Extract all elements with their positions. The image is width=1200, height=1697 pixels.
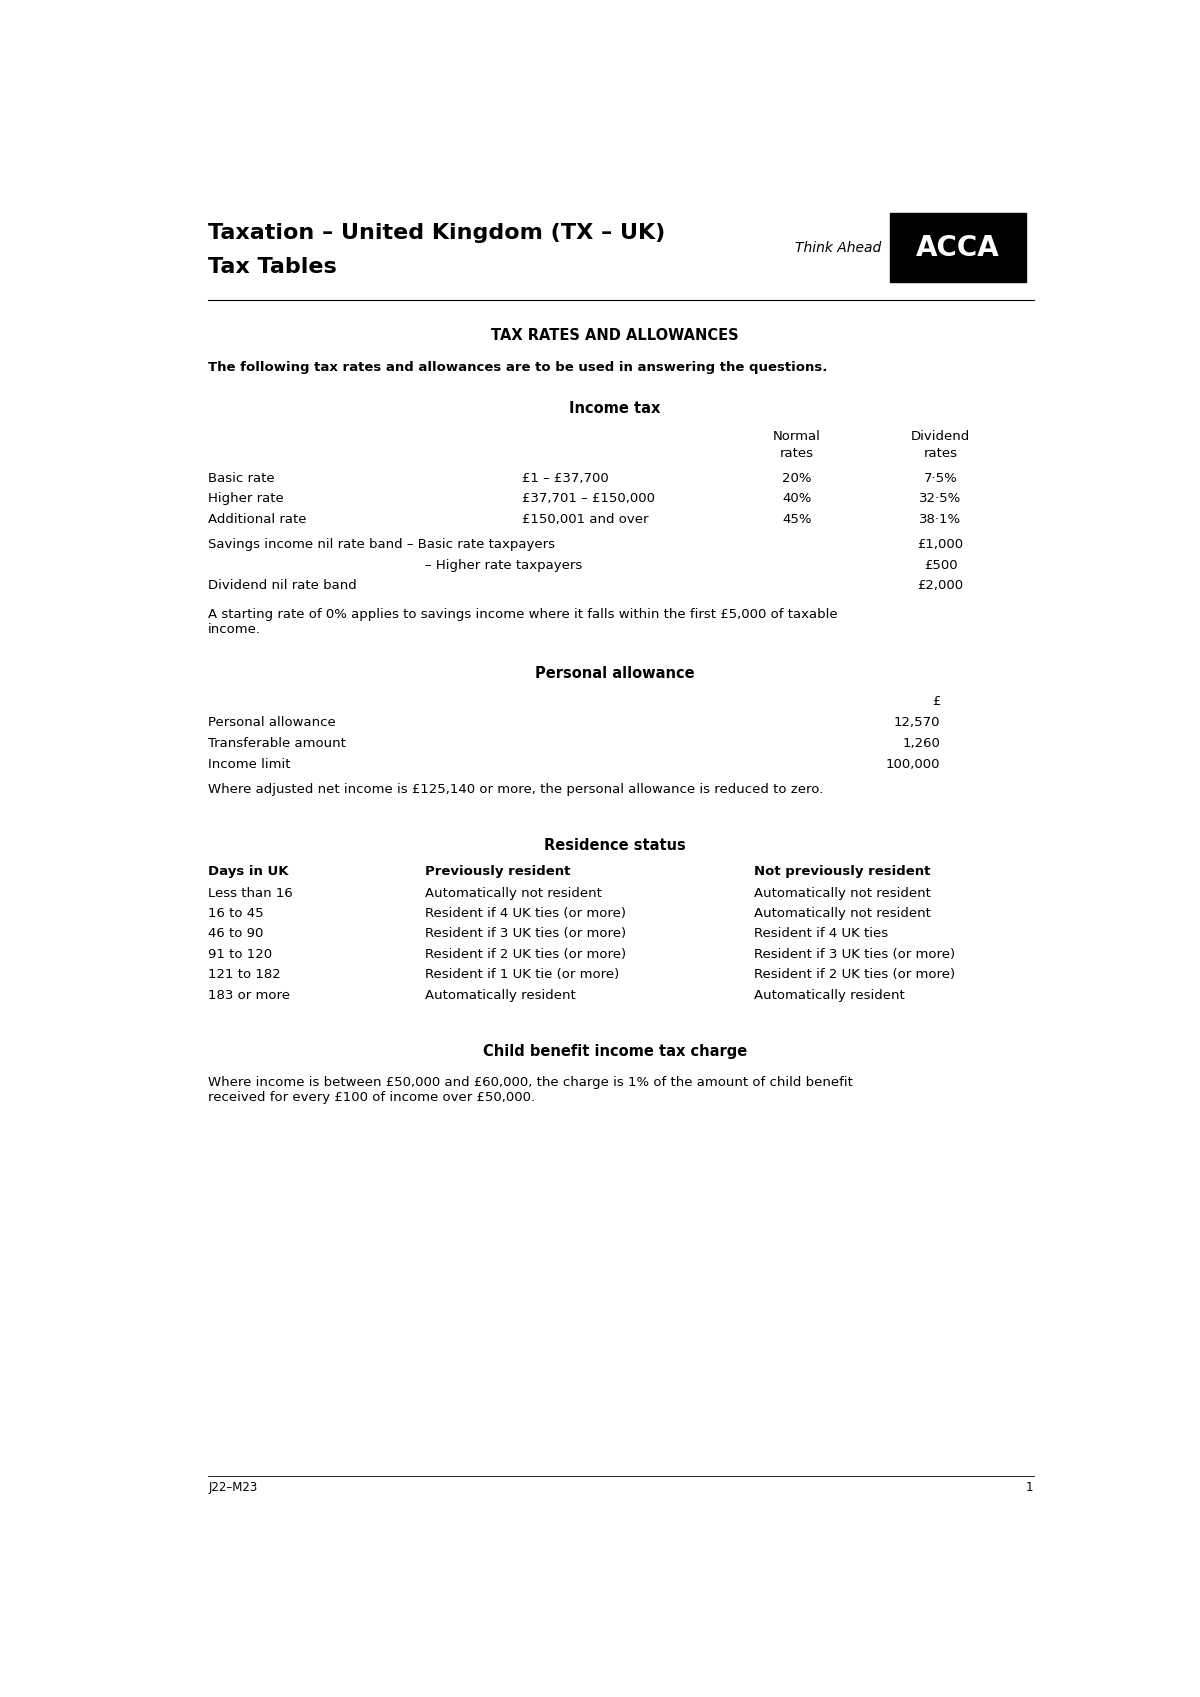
Text: 12,570: 12,570 <box>894 716 941 730</box>
Text: £500: £500 <box>924 558 958 572</box>
Text: Automatically resident: Automatically resident <box>755 989 905 1001</box>
Text: Resident if 2 UK ties (or more): Resident if 2 UK ties (or more) <box>425 949 626 961</box>
Text: Resident if 1 UK tie (or more): Resident if 1 UK tie (or more) <box>425 969 619 981</box>
Text: 32·5%: 32·5% <box>919 492 961 506</box>
Text: 38·1%: 38·1% <box>919 512 961 526</box>
Text: rates: rates <box>780 446 814 460</box>
Text: Where adjusted net income is £125,140 or more, the personal allowance is reduced: Where adjusted net income is £125,140 or… <box>208 782 823 796</box>
Text: Transferable amount: Transferable amount <box>208 736 346 750</box>
Text: 1: 1 <box>1026 1481 1033 1493</box>
Text: Resident if 3 UK ties (or more): Resident if 3 UK ties (or more) <box>425 928 626 940</box>
Text: Dividend nil rate band: Dividend nil rate band <box>208 579 356 592</box>
Text: 100,000: 100,000 <box>886 759 941 770</box>
Text: Dividend: Dividend <box>911 429 970 443</box>
Text: Basic rate: Basic rate <box>208 472 275 485</box>
Text: The following tax rates and allowances are to be used in answering the questions: The following tax rates and allowances a… <box>208 361 828 373</box>
Text: Taxation – United Kingdom (TX – UK): Taxation – United Kingdom (TX – UK) <box>208 222 665 243</box>
Text: £37,701 – £150,000: £37,701 – £150,000 <box>522 492 655 506</box>
Text: J22–M23: J22–M23 <box>208 1481 257 1493</box>
Text: £150,001 and over: £150,001 and over <box>522 512 648 526</box>
Text: 183 or more: 183 or more <box>208 989 290 1001</box>
Text: Resident if 2 UK ties (or more): Resident if 2 UK ties (or more) <box>755 969 955 981</box>
Text: rates: rates <box>924 446 958 460</box>
Text: Resident if 4 UK ties: Resident if 4 UK ties <box>755 928 889 940</box>
Text: Automatically not resident: Automatically not resident <box>425 886 602 899</box>
Text: Normal: Normal <box>773 429 821 443</box>
Text: 20%: 20% <box>782 472 812 485</box>
Text: Not previously resident: Not previously resident <box>755 865 931 877</box>
Text: Where income is between £50,000 and £60,000, the charge is 1% of the amount of c: Where income is between £50,000 and £60,… <box>208 1076 853 1105</box>
Text: Previously resident: Previously resident <box>425 865 570 877</box>
Text: A starting rate of 0% applies to savings income where it falls within the first : A starting rate of 0% applies to savings… <box>208 608 838 636</box>
Text: Automatically not resident: Automatically not resident <box>755 906 931 920</box>
Text: – Higher rate taxpayers: – Higher rate taxpayers <box>425 558 582 572</box>
Text: Income limit: Income limit <box>208 759 290 770</box>
Text: Income tax: Income tax <box>569 400 661 416</box>
Text: 16 to 45: 16 to 45 <box>208 906 264 920</box>
Text: Personal allowance: Personal allowance <box>535 665 695 680</box>
Text: 91 to 120: 91 to 120 <box>208 949 272 961</box>
FancyBboxPatch shape <box>890 212 1026 282</box>
Text: Child benefit income tax charge: Child benefit income tax charge <box>482 1044 748 1059</box>
Text: Resident if 4 UK ties (or more): Resident if 4 UK ties (or more) <box>425 906 626 920</box>
Text: £1 – £37,700: £1 – £37,700 <box>522 472 608 485</box>
Text: Higher rate: Higher rate <box>208 492 284 506</box>
Text: Less than 16: Less than 16 <box>208 886 293 899</box>
Text: Days in UK: Days in UK <box>208 865 289 877</box>
Text: 46 to 90: 46 to 90 <box>208 928 264 940</box>
Text: 7·5%: 7·5% <box>924 472 958 485</box>
Text: Additional rate: Additional rate <box>208 512 307 526</box>
Text: Personal allowance: Personal allowance <box>208 716 336 730</box>
Text: 1,260: 1,260 <box>902 736 941 750</box>
Text: ACCA: ACCA <box>916 234 1000 261</box>
Text: £2,000: £2,000 <box>918 579 964 592</box>
Text: £: £ <box>932 694 941 708</box>
Text: Savings income nil rate band – Basic rate taxpayers: Savings income nil rate band – Basic rat… <box>208 538 556 552</box>
Text: Residence status: Residence status <box>544 838 686 854</box>
Text: £1,000: £1,000 <box>918 538 964 552</box>
Text: 40%: 40% <box>782 492 812 506</box>
Text: 121 to 182: 121 to 182 <box>208 969 281 981</box>
Text: 45%: 45% <box>782 512 812 526</box>
Text: Automatically not resident: Automatically not resident <box>755 886 931 899</box>
Text: TAX RATES AND ALLOWANCES: TAX RATES AND ALLOWANCES <box>491 329 739 343</box>
Text: Resident if 3 UK ties (or more): Resident if 3 UK ties (or more) <box>755 949 955 961</box>
Text: Think Ahead: Think Ahead <box>794 241 881 255</box>
Text: Automatically resident: Automatically resident <box>425 989 576 1001</box>
Text: Tax Tables: Tax Tables <box>208 256 337 277</box>
